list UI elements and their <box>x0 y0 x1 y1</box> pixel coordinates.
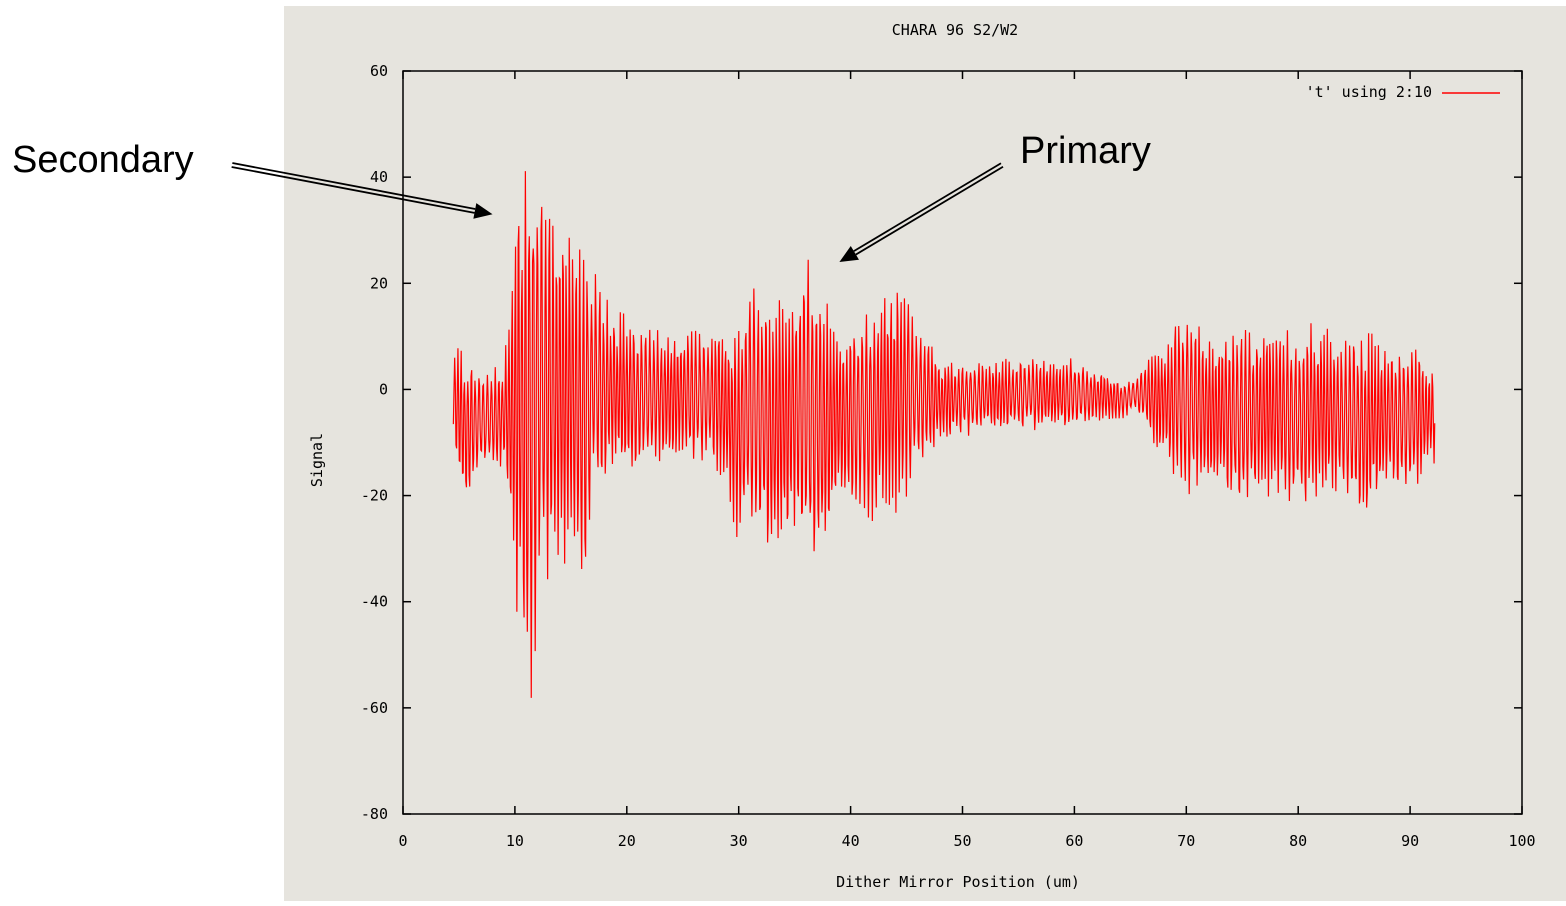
x-tick-label: 100 <box>1508 832 1535 850</box>
annotation-arrow-shaft <box>853 162 1002 252</box>
y-tick-label: 60 <box>370 62 388 80</box>
y-tick-label: -80 <box>361 805 388 823</box>
chart-title: CHARA 96 S2/W2 <box>892 21 1018 39</box>
annotation-arrow-shaft <box>231 166 475 214</box>
x-tick-label: 0 <box>398 832 407 850</box>
x-tick-label: 40 <box>842 832 860 850</box>
y-tick-label: 0 <box>379 380 388 398</box>
legend: 't' using 2:10 <box>1306 83 1500 101</box>
x-tick-label: 80 <box>1289 832 1307 850</box>
annotation-label: Secondary <box>12 139 194 181</box>
x-tick-label: 70 <box>1177 832 1195 850</box>
annotation-arrow-head <box>839 245 859 263</box>
series-group <box>452 171 1436 698</box>
annotation-arrow-shaft <box>232 162 476 210</box>
x-tick-label: 90 <box>1401 832 1419 850</box>
axis-ticks: 0 10 20 30 40 50 60 70 80 90 100 -80 -60 -40 -20 0 20 40 6… <box>361 62 1536 850</box>
x-tick-label: 10 <box>506 832 524 850</box>
x-tick-label: 60 <box>1065 832 1083 850</box>
y-tick-label: 20 <box>370 274 388 292</box>
annotation-label: Primary <box>1020 130 1151 172</box>
x-tick-label: 20 <box>618 832 636 850</box>
y-tick-label: -20 <box>361 487 388 505</box>
x-tick-label: 30 <box>730 832 748 850</box>
annotations: Secondary Primary <box>12 130 1151 263</box>
y-tick-label: 40 <box>370 168 388 186</box>
y-tick-label: -40 <box>361 593 388 611</box>
series-line <box>452 171 1436 698</box>
annotation-arrow-shaft <box>855 165 1004 256</box>
y-tick-label: -60 <box>361 699 388 717</box>
x-tick-label: 50 <box>953 832 971 850</box>
legend-label: 't' using 2:10 <box>1306 83 1432 101</box>
x-axis-label: Dither Mirror Position (um) <box>836 873 1080 891</box>
y-axis-label: Signal <box>308 433 326 487</box>
annotation-arrow-head <box>473 203 493 219</box>
